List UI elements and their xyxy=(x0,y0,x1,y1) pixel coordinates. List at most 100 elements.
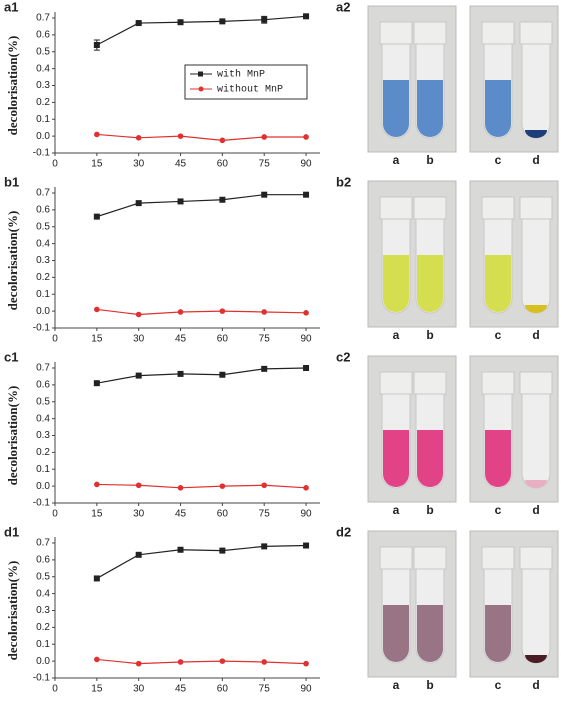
tube-cap xyxy=(379,546,413,570)
tube-label: c xyxy=(495,153,502,167)
tube xyxy=(521,218,551,314)
tube-cap xyxy=(413,196,447,220)
tube-label: a xyxy=(393,503,400,517)
y-tick-label: 0.2 xyxy=(36,97,50,108)
y-tick-label: 0.4 xyxy=(36,238,50,249)
marker xyxy=(261,309,268,315)
marker xyxy=(303,134,309,140)
x-tick-label: 30 xyxy=(133,334,145,345)
marker xyxy=(135,135,142,141)
y-tick-label: -0.1 xyxy=(33,673,51,684)
y-tick-label: -0.1 xyxy=(33,323,51,334)
tube-label: c xyxy=(495,328,502,342)
marker xyxy=(93,380,100,387)
marker xyxy=(261,482,268,489)
tube-cap xyxy=(481,21,515,45)
x-tick-label: 30 xyxy=(133,684,145,695)
panel-label: d1 xyxy=(4,524,19,539)
marker xyxy=(303,542,310,549)
tube-cap xyxy=(379,21,413,45)
x-tick-label: 0 xyxy=(52,684,58,695)
marker xyxy=(135,372,142,379)
tube xyxy=(521,393,551,489)
marker xyxy=(219,483,226,489)
marker xyxy=(261,134,268,140)
tube-label: c xyxy=(495,503,502,517)
marker xyxy=(177,133,184,139)
y-tick-label: -0.1 xyxy=(33,148,51,159)
marker xyxy=(177,370,184,377)
marker xyxy=(219,308,226,314)
line-chart: b1 decolorisation(%) -0.1 0.0 0.1 0.2 0.3 0.4 0.… xyxy=(4,174,320,345)
y-axis-label: decolorisation(%) xyxy=(5,386,20,486)
tube-cap xyxy=(481,196,515,220)
y-tick-label: 0.7 xyxy=(36,538,50,549)
y-tick-label: 0.2 xyxy=(36,447,50,458)
tube-label: d xyxy=(532,328,539,342)
y-tick-label: 0.0 xyxy=(36,481,50,492)
liquid xyxy=(417,255,443,312)
marker xyxy=(261,191,268,198)
y-axis-label: decolorisation(%) xyxy=(5,211,20,311)
panel-label: a2 xyxy=(336,0,350,14)
tube-label: c xyxy=(495,678,502,692)
marker xyxy=(177,546,184,553)
marker xyxy=(303,660,309,667)
tube-label: b xyxy=(426,678,433,692)
x-tick-label: 90 xyxy=(300,509,312,520)
y-tick-label: 0.1 xyxy=(36,289,50,300)
tube-label: d xyxy=(532,503,539,517)
marker xyxy=(219,18,226,25)
legend-label: with MnP xyxy=(217,69,265,81)
tube-cap xyxy=(519,21,553,45)
photo-panel: d2 a b c d xyxy=(336,524,559,692)
marker xyxy=(177,659,184,665)
marker xyxy=(135,20,142,27)
series-line xyxy=(96,194,307,218)
marker xyxy=(135,551,142,558)
y-tick-label: 0.1 xyxy=(36,639,50,650)
y-tick-label: 0.3 xyxy=(36,255,50,266)
marker xyxy=(177,19,184,26)
legend-label: without MnP xyxy=(217,84,283,96)
line-chart: d1 decolorisation(%) -0.1 0.0 0.1 0.2 0.3 0.4 0.… xyxy=(4,524,320,705)
tube-cap xyxy=(413,371,447,395)
y-tick-label: 0.5 xyxy=(36,396,50,407)
marker xyxy=(303,13,310,20)
y-tick-label: 0.2 xyxy=(36,272,50,283)
line-chart: c1 decolorisation(%) -0.1 0.0 0.1 0.2 0.3 0.4 0.… xyxy=(4,349,320,520)
liquid xyxy=(417,605,443,662)
y-tick-label: 0.7 xyxy=(36,188,50,199)
marker xyxy=(303,191,310,198)
y-tick-label: 0.7 xyxy=(36,13,50,24)
liquid xyxy=(417,430,443,487)
y-tick-label: 0.3 xyxy=(36,605,50,616)
marker xyxy=(93,42,100,48)
marker xyxy=(219,371,226,378)
marker xyxy=(261,659,268,665)
marker xyxy=(177,309,184,315)
x-tick-label: 45 xyxy=(175,684,187,695)
marker xyxy=(303,485,309,491)
tube-label: d xyxy=(532,153,539,167)
tube-cap xyxy=(379,371,413,395)
x-tick-label: 75 xyxy=(259,509,271,520)
series-line xyxy=(96,308,307,316)
legend-box xyxy=(184,64,308,100)
x-tick-label: 15 xyxy=(91,684,103,695)
tube-cap xyxy=(519,196,553,220)
y-tick-label: 0.6 xyxy=(36,205,50,216)
marker xyxy=(261,543,268,550)
marker xyxy=(261,365,268,372)
marker xyxy=(177,485,184,491)
tube-label: b xyxy=(426,503,433,517)
panel-label: c1 xyxy=(4,349,18,364)
marker xyxy=(219,137,226,144)
photo-panel: a2 a b c d xyxy=(336,0,559,167)
x-tick-label: 45 xyxy=(175,159,187,170)
marker xyxy=(303,365,310,371)
y-tick-label: 0.3 xyxy=(36,80,50,91)
y-tick-label: 0.0 xyxy=(36,306,50,317)
x-tick-label: 90 xyxy=(300,159,312,170)
